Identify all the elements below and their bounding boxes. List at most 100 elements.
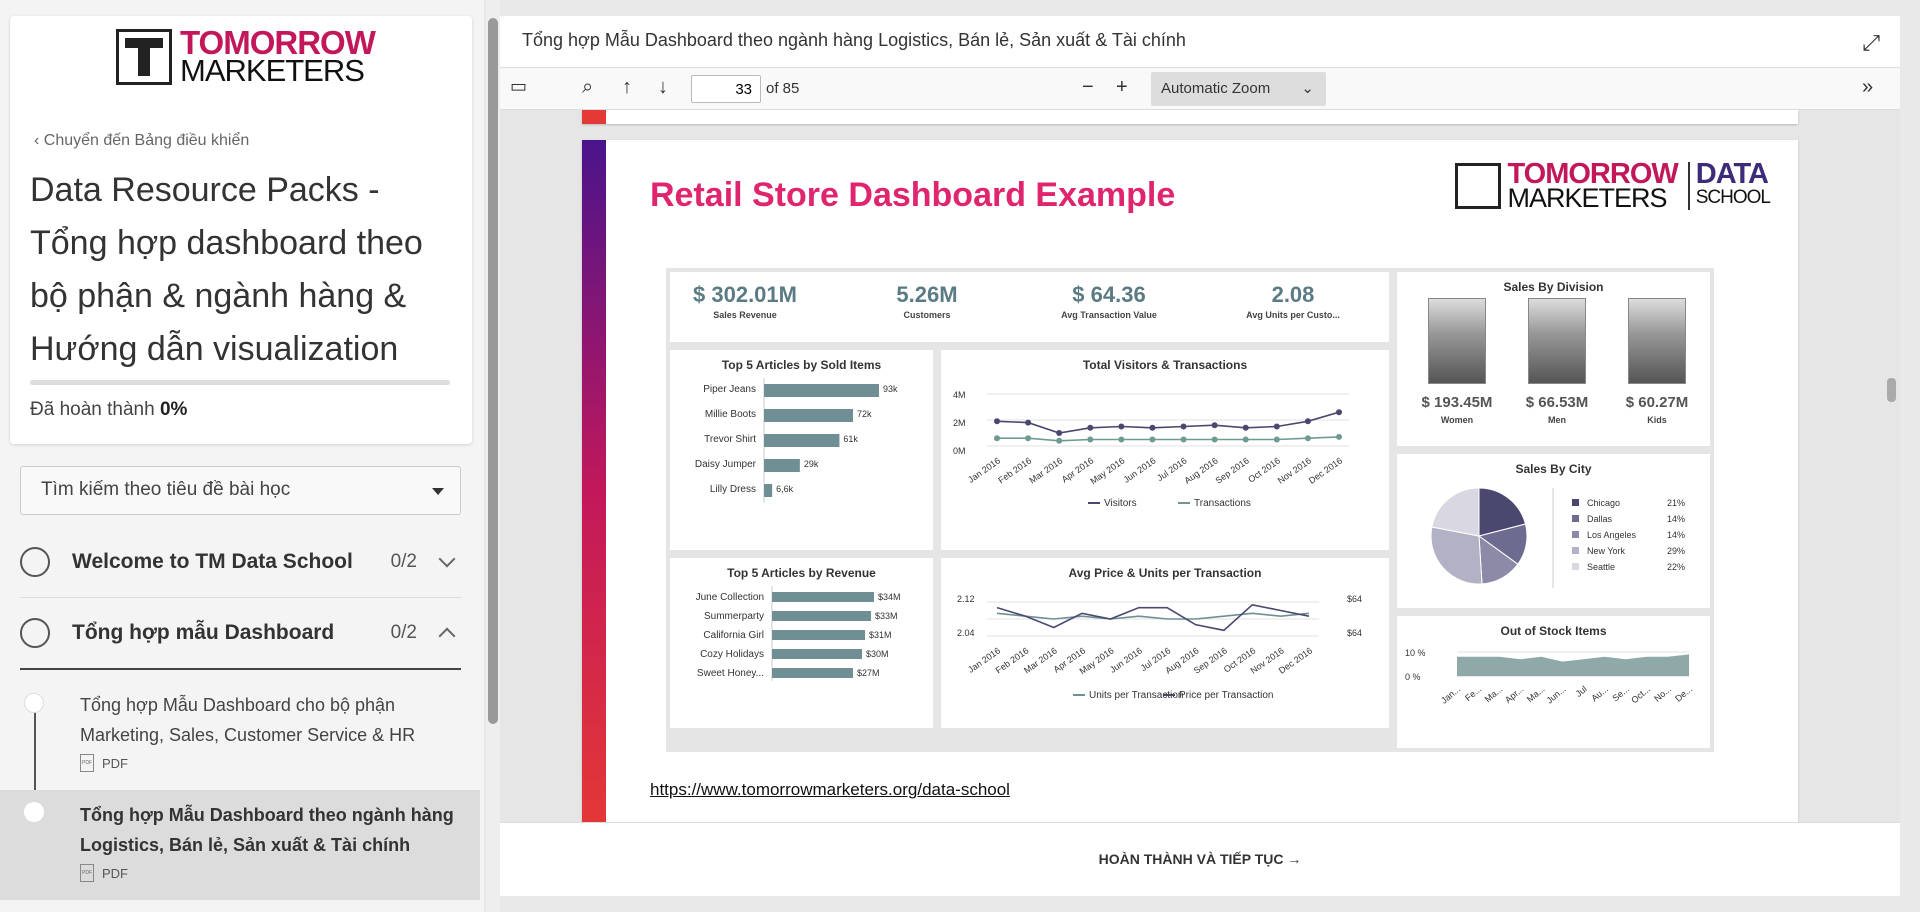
- category-label: Millie Boots: [705, 409, 756, 420]
- data-label: $27M: [857, 668, 880, 678]
- legend-label: Visitors: [1104, 498, 1137, 509]
- slide-logo-line1: TOMORROW: [1507, 158, 1678, 190]
- legend-value: 22%: [1667, 562, 1685, 572]
- page-number-input[interactable]: [691, 75, 761, 103]
- tomorrow-marketers-logo[interactable]: TOMORROW MARKETERS: [116, 26, 376, 88]
- data-label: $31M: [869, 630, 892, 640]
- slide-logo-line2: MARKETERS: [1507, 183, 1667, 213]
- kids-photo: [1628, 298, 1686, 384]
- y-tick-label: 2M: [953, 418, 966, 428]
- category-label: Daisy Jumper: [695, 459, 757, 470]
- data-point: [1336, 409, 1342, 416]
- complete-continue-button[interactable]: HOÀN THÀNH VÀ TIẾP TỤC →: [500, 822, 1900, 896]
- next-page-icon[interactable]: ↓: [658, 76, 668, 98]
- sidebar-toggle-icon[interactable]: ▭: [510, 76, 528, 96]
- data-label: 61k: [843, 434, 858, 444]
- series-line: [996, 612, 1310, 620]
- progress-bar: [30, 380, 450, 385]
- data-label: 72k: [857, 409, 872, 419]
- x-tick-label: Jun...: [1544, 684, 1567, 706]
- lesson-item-active[interactable]: Tổng hợp Mẫu Dashboard theo ngành hàng L…: [0, 790, 480, 900]
- pdf-file-icon: PDF: [80, 754, 94, 772]
- lesson-status-icon: [24, 802, 44, 822]
- back-to-dashboard-link[interactable]: ‹ Chuyển đến Bảng điều khiển: [34, 132, 249, 150]
- bar: [764, 384, 879, 397]
- expand-icon[interactable]: ⤢: [1862, 30, 1880, 55]
- y-tick-label: 2.04: [957, 628, 975, 638]
- scrollbar-thumb[interactable]: [488, 18, 498, 724]
- data-point: [1056, 437, 1063, 444]
- bar: [772, 611, 871, 621]
- viewer-header: Tổng hợp Mẫu Dashboard theo ngành hàng L…: [500, 16, 1900, 68]
- kpi-value: 5.26M: [896, 282, 958, 307]
- y-tick-label: 10 %: [1405, 648, 1426, 658]
- zoom-out-icon[interactable]: −: [1082, 76, 1094, 98]
- section-title: Welcome to TM Data School: [72, 549, 353, 573]
- complete-button-label: HOÀN THÀNH VÀ TIẾP TỤC: [1098, 851, 1284, 867]
- kpi-label: Avg Transaction Value: [1061, 310, 1157, 320]
- progress-value: 0%: [159, 399, 188, 420]
- x-tick-label: No...: [1652, 684, 1673, 704]
- legend-label: Chicago: [1587, 498, 1620, 508]
- x-tick-label: Jul: [1574, 684, 1589, 699]
- chart-title: Top 5 Articles by Revenue: [727, 566, 876, 580]
- bar: [764, 434, 840, 447]
- x-tick-label: Jun 2016: [1122, 455, 1158, 484]
- kpi-panel: $ 302.01M Sales Revenue 5.26M Customers $ …: [670, 272, 1389, 342]
- slide-logo-tag1: DATA: [1695, 158, 1769, 190]
- panel-title: Sales By Division: [1503, 280, 1604, 294]
- chevron-down-icon: ⌄: [1301, 80, 1314, 97]
- bar: [772, 649, 862, 659]
- legend-swatch: [1572, 515, 1579, 522]
- pdf-file-icon: PDF: [80, 864, 94, 882]
- course-title: Data Resource Packs - Tổng hợp dashboard…: [30, 171, 423, 368]
- sales-by-division-panel: Sales By Division $ 193.45M Women $ 66.53…: [1397, 272, 1710, 446]
- lesson-item[interactable]: Tổng hợp Mẫu Dashboard cho bộ phận Marke…: [0, 690, 480, 776]
- section-welcome[interactable]: Welcome to TM Data School 0/2: [20, 526, 461, 598]
- zoom-select[interactable]: Automatic Zoom ⌄: [1151, 72, 1326, 106]
- section-dashboard-templates[interactable]: Tổng hợp mẫu Dashboard 0/2: [20, 598, 461, 670]
- legend-value: 29%: [1667, 546, 1685, 556]
- data-label: 29k: [804, 459, 819, 469]
- more-tools-icon[interactable]: »: [1862, 76, 1874, 98]
- x-tick-label: Jun 2016: [1108, 645, 1144, 674]
- x-tick-label: Ma...: [1483, 684, 1505, 705]
- series-line: [996, 603, 1310, 632]
- division-value: $ 193.45M: [1421, 394, 1493, 411]
- bar: [772, 668, 853, 678]
- pdf-scrollbar[interactable]: [1884, 110, 1898, 814]
- chevron-left-icon: ‹: [34, 132, 44, 149]
- bar: [772, 592, 874, 602]
- data-point: [1336, 433, 1342, 440]
- men-photo: [1528, 298, 1586, 384]
- lesson-title: Tổng hợp Mẫu Dashboard theo ngành hàng L…: [80, 805, 454, 855]
- chevron-up-icon: [438, 627, 456, 645]
- pdf-page-area[interactable]: Retail Store Dashboard Example TOMORROW M…: [500, 110, 1900, 822]
- out-of-stock-chart: 10 %0 %Jan... Fe... Ma...Apr... Ma...Jun...…: [1405, 648, 1694, 706]
- data-point: [1025, 435, 1032, 442]
- kpi-sales-revenue: $ 302.01M Sales Revenue: [670, 282, 820, 320]
- kpi-label: Sales Revenue: [713, 310, 777, 320]
- lesson-search-select[interactable]: Tìm kiếm theo tiêu đề bài học: [20, 466, 461, 515]
- search-icon[interactable]: ⌕: [582, 76, 594, 98]
- zoom-in-icon[interactable]: +: [1116, 76, 1128, 98]
- legend-label: New York: [1587, 546, 1626, 556]
- chart-title: Out of Stock Items: [1500, 624, 1607, 638]
- pie-slice: [1431, 487, 1480, 537]
- women-photo: [1428, 298, 1486, 384]
- x-tick-label: Dec 2016: [1307, 455, 1344, 485]
- back-link-label: Chuyển đến Bảng điều khiển: [43, 132, 250, 149]
- data-school-link[interactable]: https://www.tomorrowmarketers.org/data-s…: [650, 780, 1010, 799]
- data-point: [1180, 436, 1187, 443]
- scrollbar-thumb[interactable]: [1887, 378, 1896, 402]
- data-point: [1180, 423, 1187, 430]
- previous-page-icon[interactable]: ↑: [622, 76, 632, 98]
- data-point: [994, 435, 1000, 442]
- y-tick-label: 4M: [953, 390, 966, 400]
- sidebar-scrollbar[interactable]: [486, 0, 500, 912]
- division-value: $ 66.53M: [1525, 394, 1589, 411]
- data-point: [1149, 436, 1156, 443]
- y-tick-label: 2.12: [957, 594, 975, 604]
- category-label: Trevor Shirt: [704, 434, 756, 445]
